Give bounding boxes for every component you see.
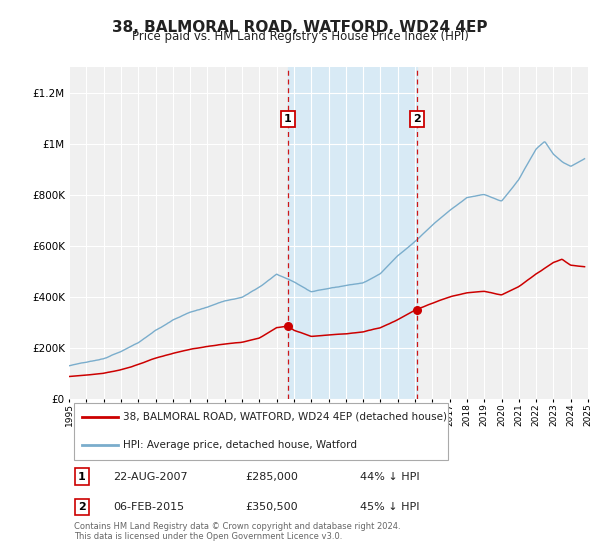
Bar <box>287 67 416 399</box>
Text: £350,500: £350,500 <box>245 502 298 512</box>
Point <box>412 305 421 314</box>
Text: HPI: Average price, detached house, Watford: HPI: Average price, detached house, Watf… <box>124 440 358 450</box>
Text: Price paid vs. HM Land Registry's House Price Index (HPI): Price paid vs. HM Land Registry's House … <box>131 30 469 43</box>
Text: 38, BALMORAL ROAD, WATFORD, WD24 4EP: 38, BALMORAL ROAD, WATFORD, WD24 4EP <box>112 20 488 35</box>
Text: 1: 1 <box>284 114 292 124</box>
Text: 45% ↓ HPI: 45% ↓ HPI <box>359 502 419 512</box>
FancyBboxPatch shape <box>74 403 448 460</box>
Text: 1: 1 <box>78 472 86 482</box>
Text: 38, BALMORAL ROAD, WATFORD, WD24 4EP (detached house): 38, BALMORAL ROAD, WATFORD, WD24 4EP (de… <box>124 412 448 422</box>
Text: 2: 2 <box>78 502 86 512</box>
Text: £285,000: £285,000 <box>245 472 298 482</box>
Point <box>283 322 292 331</box>
Text: 44% ↓ HPI: 44% ↓ HPI <box>359 472 419 482</box>
Text: 2: 2 <box>413 114 421 124</box>
Text: 22-AUG-2007: 22-AUG-2007 <box>113 472 188 482</box>
Text: 06-FEB-2015: 06-FEB-2015 <box>113 502 184 512</box>
Text: Contains HM Land Registry data © Crown copyright and database right 2024.
This d: Contains HM Land Registry data © Crown c… <box>74 521 401 541</box>
